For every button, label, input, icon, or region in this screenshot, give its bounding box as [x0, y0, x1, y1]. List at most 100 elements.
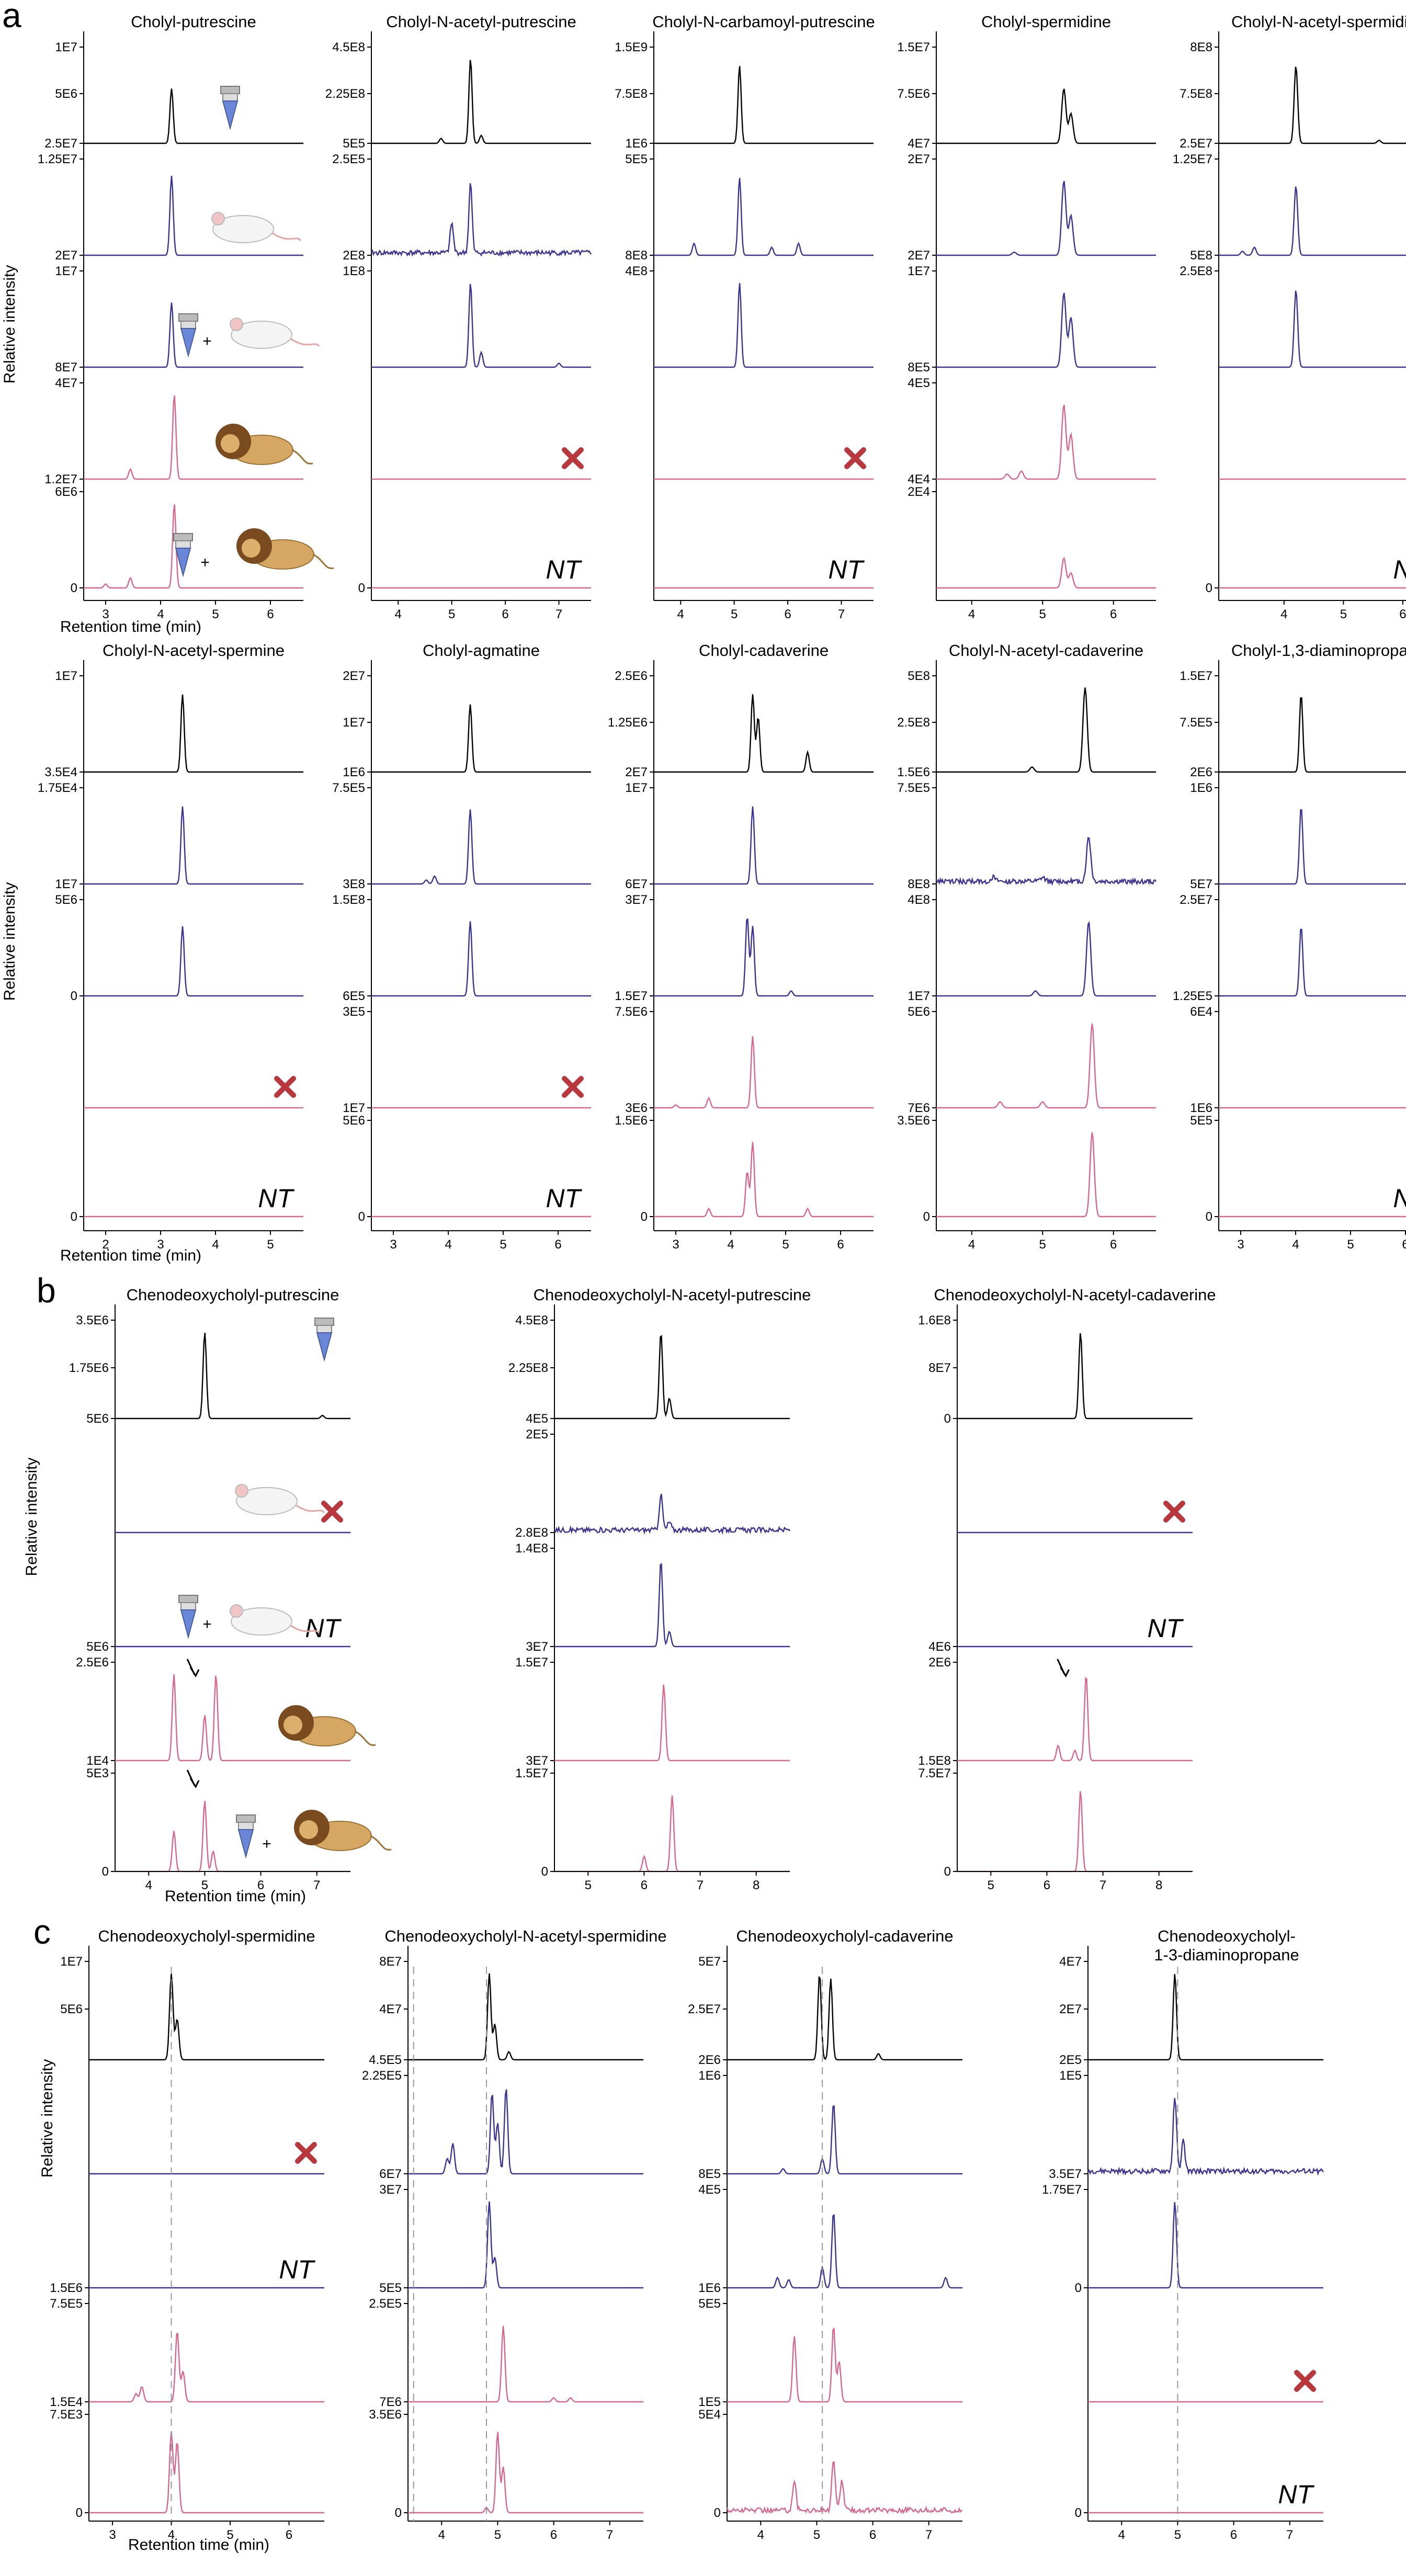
x-tick-label: 5	[1039, 1238, 1046, 1252]
y-tick-label: 4.5E5	[369, 2053, 402, 2067]
y-tick-label: 5E5	[343, 137, 365, 151]
trace-line	[371, 704, 591, 773]
y-tick-label: 2.25E5	[362, 2069, 402, 2083]
trace-line	[654, 806, 874, 885]
trace-line	[957, 1791, 1193, 1873]
panel-title: Chenodeoxycholyl-N-acetyl-spermidine	[384, 1927, 666, 1945]
y-tick-label: 0	[71, 989, 77, 1003]
x-tick-label: 4	[757, 2528, 764, 2542]
y-tick-label: 1E5	[698, 2395, 721, 2409]
x-tick-label: 4	[168, 2528, 175, 2542]
trace-standard: 1.6E8 8E7 0	[918, 1313, 1193, 1426]
chart-panel-9: Cholyl-1,3-diaminopropane 1.5E7 7.5E5 2E6 1E…	[1173, 641, 1406, 1252]
x-axis-title-c: Retention time (min)	[128, 2536, 269, 2554]
x-tick-label: 4	[1118, 2528, 1125, 2542]
y-tick-label: 2.5E6	[615, 669, 648, 683]
y-tick-label: 5E6	[908, 1005, 930, 1019]
y-tick-label: 1E5	[1059, 2069, 1082, 2083]
panel-title: Cholyl-N-acetyl-putrescine	[386, 13, 576, 31]
panel-title: Chenodeoxycholyl-N-acetyl-cadaverine	[934, 1286, 1216, 1304]
panel-title: Cholyl-putrescine	[131, 13, 256, 31]
x-axis-title-a2: Retention time (min)	[60, 1247, 201, 1264]
y-tick-label: 2E7	[625, 765, 648, 779]
x-tick-label: 3	[390, 1238, 396, 1252]
y-tick-label: 2.5E7	[1180, 893, 1212, 907]
x-tick-label: 7	[925, 2528, 932, 2542]
trace-line	[654, 1036, 874, 1109]
y-tick-label: 0	[358, 581, 365, 595]
y-tick-label: 1.5E6	[897, 765, 930, 779]
y-tick-label: 4E7	[1059, 1955, 1082, 1969]
y-tick-label: 3.5E6	[76, 1313, 109, 1327]
y-tick-label: 1E7	[625, 781, 648, 795]
y-tick-label: 1.5E7	[897, 40, 930, 54]
panel-title: Cholyl-cadaverine	[699, 641, 829, 660]
x-tick-label: 4	[1280, 607, 1287, 621]
trace-lion-standard: 2E4	[908, 485, 1156, 589]
trace-line	[936, 180, 1156, 256]
y-tick-label: 2E6	[928, 1655, 951, 1670]
x-tick-label: 6	[641, 1878, 648, 1892]
x-tick-label: 7	[606, 2528, 613, 2542]
trace-lion: 2E6 1.5E8	[918, 1655, 1193, 1768]
trace-standard: 5E8 2.5E8 1.5E6	[897, 669, 1156, 779]
tube-band	[238, 1822, 254, 1830]
mouse-icon	[230, 1604, 320, 1636]
trace-mouse-standard: 1.4E8 3E7	[515, 1541, 790, 1654]
tube-cap	[236, 1814, 256, 1823]
y-tick-label: 8E7	[55, 360, 77, 375]
trace-line	[1219, 809, 1406, 885]
y-tick-label: 7.5E5	[897, 781, 930, 795]
not-tested-label: NT	[828, 555, 865, 584]
y-tick-label: 7.5E5	[332, 781, 365, 795]
y-tick-label: 3.5E6	[369, 2408, 402, 2422]
tube-band	[316, 1325, 332, 1333]
trace-line	[1088, 1974, 1323, 2061]
y-tick-label: 2E7	[55, 248, 77, 263]
y-tick-label: 4E7	[908, 137, 930, 151]
x-tick-label: 7	[313, 1878, 320, 1892]
y-tick-label: 1.2E7	[44, 472, 77, 486]
y-tick-label: 3E7	[526, 1754, 548, 1768]
trace-lion: 2.5E6 1E4	[76, 1655, 350, 1768]
y-tick-label: 8E7	[379, 1955, 402, 1969]
mouse-body	[231, 1607, 292, 1636]
y-tick-label: 2.8E8	[515, 1526, 548, 1540]
y-tick-label: 1.5E8	[918, 1754, 951, 1768]
mouse-ear	[230, 1604, 243, 1618]
x-tick-label: 6	[1110, 607, 1117, 621]
tube-cap	[178, 313, 198, 322]
trace-mouse-standard: 3E7 1.5E7	[615, 893, 874, 1003]
not-detected-cross-icon	[1294, 2370, 1316, 2392]
mouse-ear	[235, 1484, 248, 1497]
y-tick-label: 2E7	[343, 669, 365, 683]
chart-panel-8: Cholyl-N-acetyl-cadaverine 5E8 2.5E8 1.5E6 7…	[897, 641, 1157, 1252]
panel-title: Chenodeoxycholyl-putrescine	[127, 1286, 339, 1304]
not-detected-cross-icon	[844, 447, 866, 469]
not-tested-label: NT	[305, 1614, 342, 1643]
tube-icon	[220, 86, 240, 130]
y-tick-label: 2.5E7	[1180, 137, 1212, 151]
trace-line	[554, 1493, 791, 1535]
trace-lion-standard: 0 NT	[358, 555, 591, 595]
mouse-tail	[272, 232, 302, 242]
chart-panel-5: Cholyl-N-acetyl-spermine 1E7 3.5E4 1.75E4 1E…	[38, 641, 303, 1252]
trace-line	[654, 66, 874, 144]
trace-mouse-standard: 2.5E7 1.25E5	[1173, 893, 1406, 1003]
y-tick-label: 5E8	[1190, 248, 1212, 263]
trace-line	[408, 2325, 643, 2403]
y-tick-label: 5E8	[908, 669, 930, 683]
trace-mouse-standard: 5E6 0	[55, 893, 303, 1003]
not-tested-label: NT	[279, 2255, 315, 2284]
trace-standard: 1E7 5E6	[60, 1955, 324, 2061]
trace-mouse: 1.25E7 2E7	[38, 152, 303, 263]
trace-mouse: 2E5 2.8E8	[515, 1427, 791, 1540]
x-tick-label: 3	[672, 1238, 679, 1252]
trace-line	[936, 1132, 1156, 1218]
trace-line	[654, 1142, 874, 1218]
y-tick-label: 1.25E5	[1173, 989, 1212, 1003]
lion-tail	[291, 449, 313, 464]
y-tick-label: 7.5E5	[1180, 716, 1212, 730]
x-tick-label: 6	[869, 2528, 876, 2542]
